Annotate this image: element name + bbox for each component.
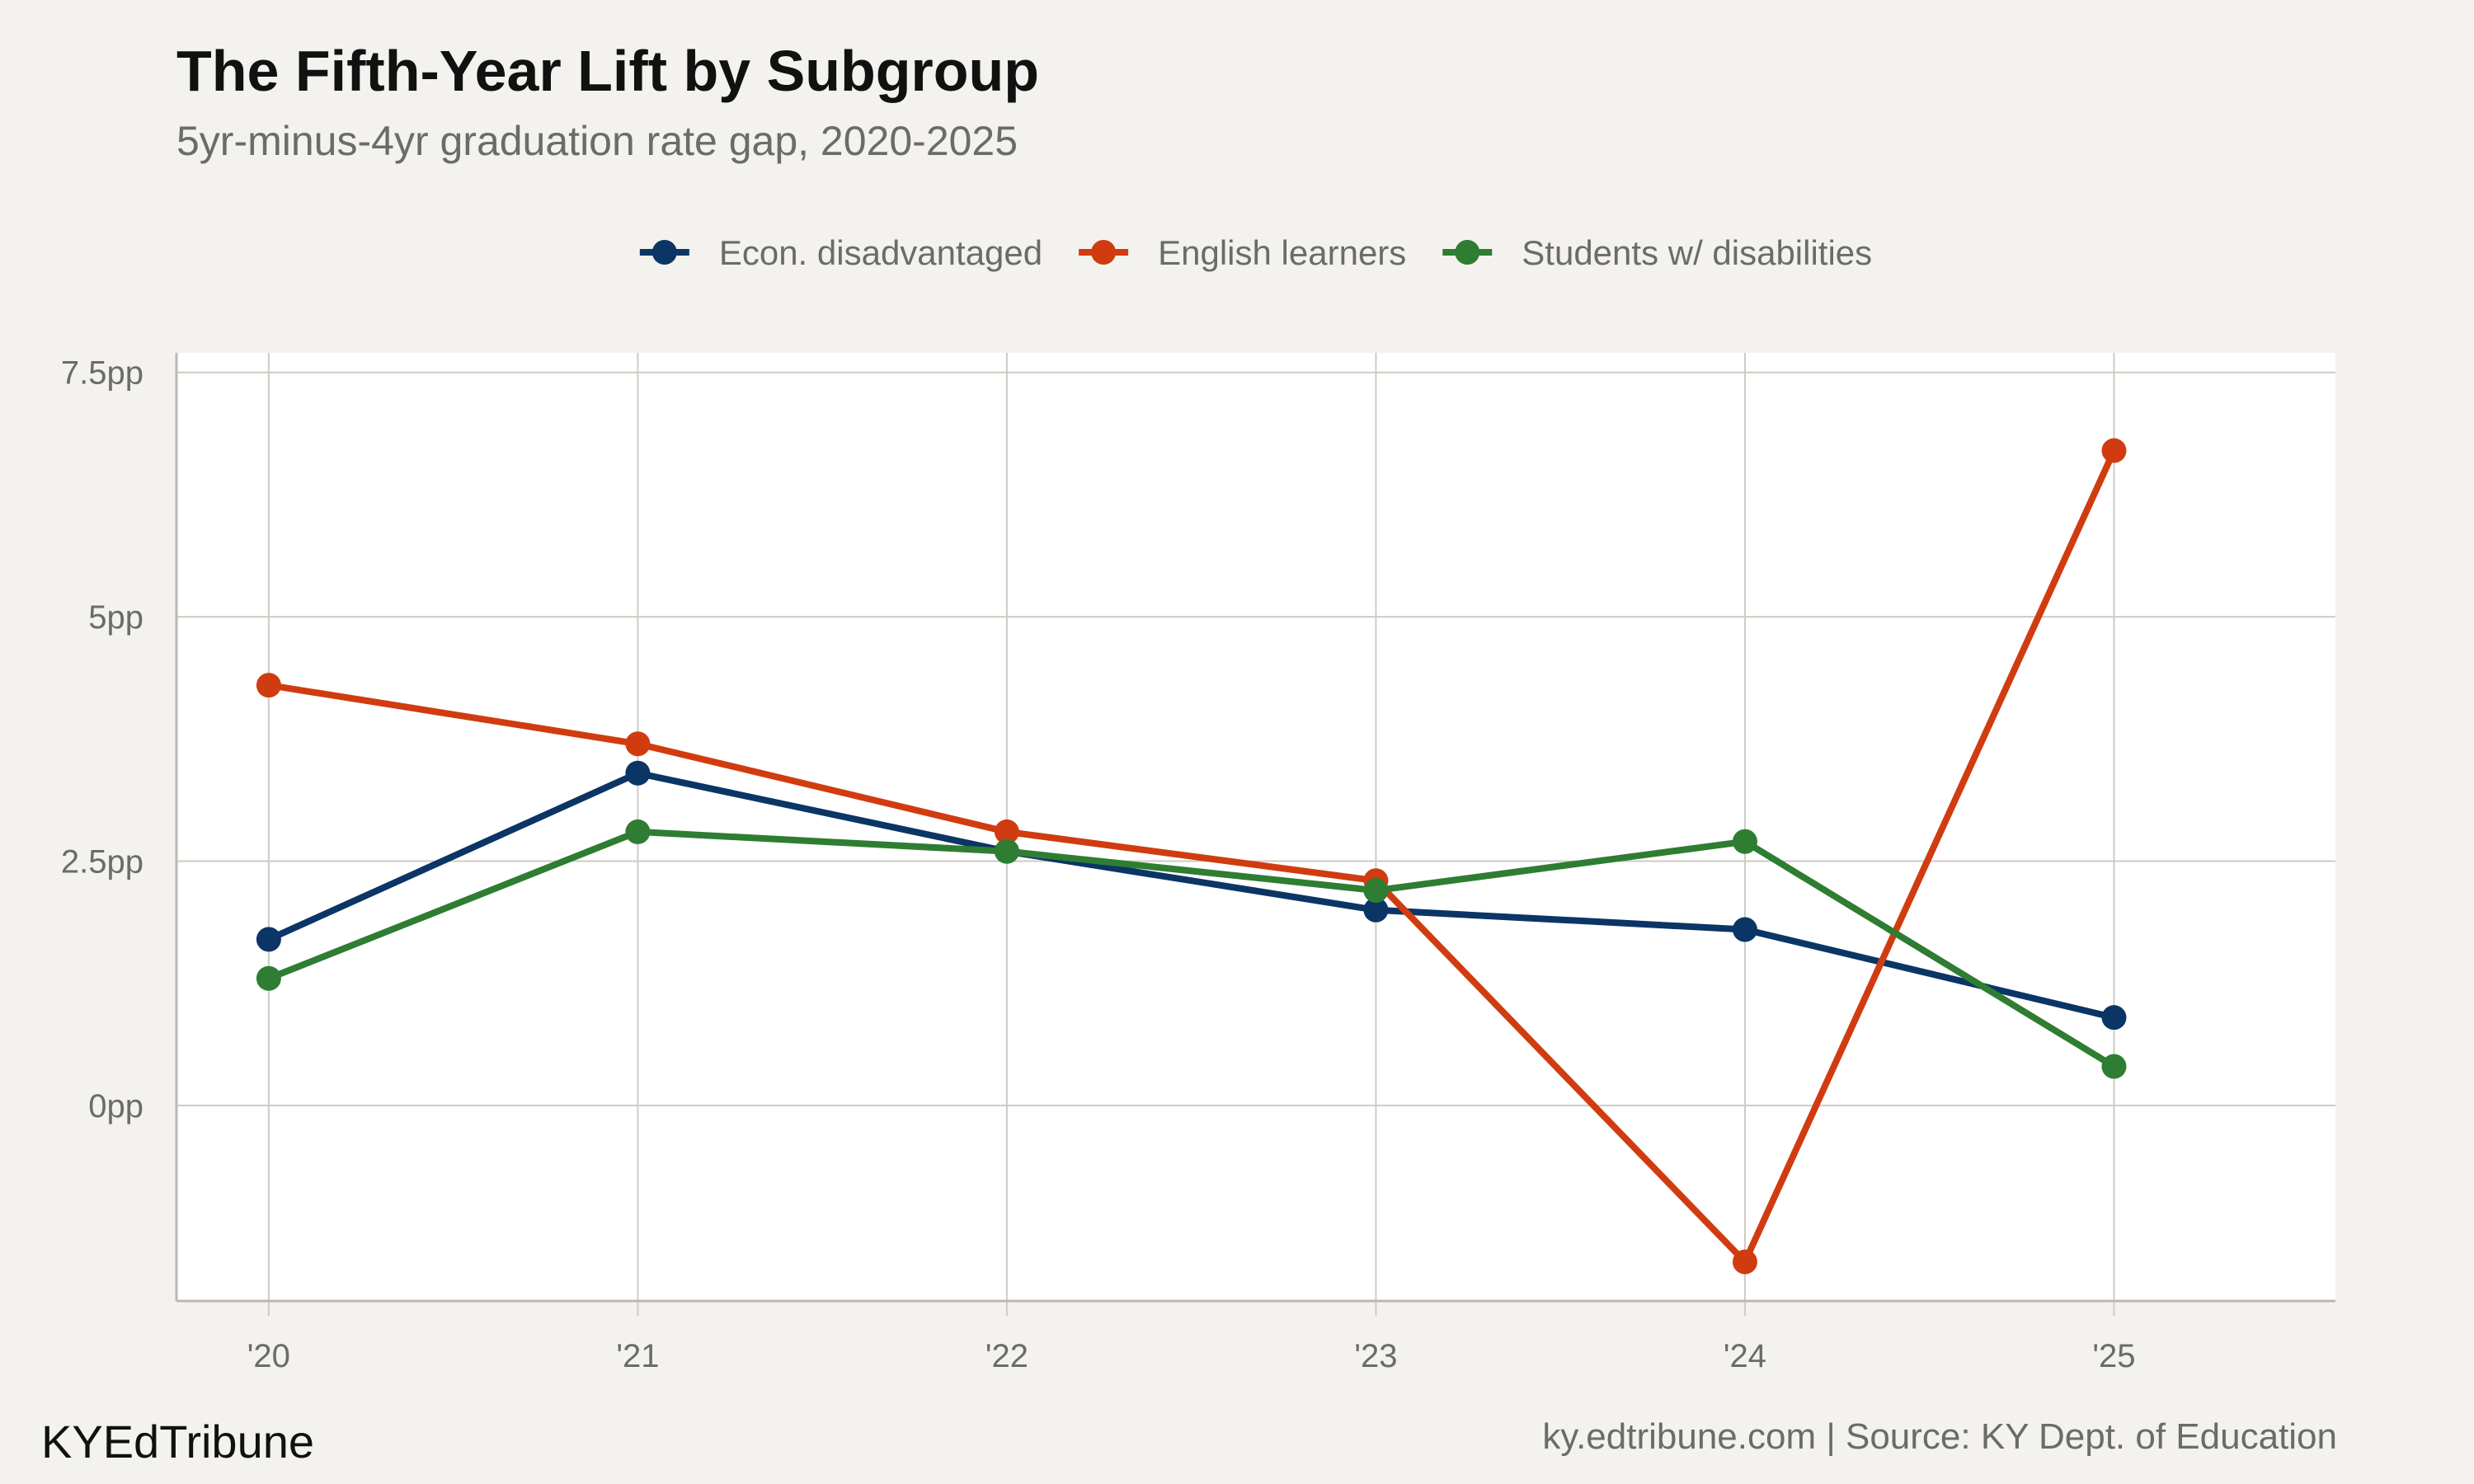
series-layer [256,438,2127,1275]
data-point [1732,917,1757,942]
y-tick-label: 7.5pp [61,355,143,392]
data-point [2101,438,2127,463]
y-axis-tick-labels: 0pp 2.5pp 5pp 7.5pp [61,355,143,1125]
data-point [2101,1005,2127,1031]
series-english-learners [256,438,2127,1275]
x-axis-tick-labels: '20 '21 '22 '23 '24 '25 [247,1338,2136,1374]
data-point [994,838,1019,864]
footer-brand: KYEdTribune [41,1416,314,1468]
chart-title: The Fifth-Year Lift by Subgroup [176,39,1040,103]
y-tick-label: 2.5pp [61,843,143,880]
series-line [265,828,2118,1070]
x-tick-label: '23 [1354,1338,1397,1374]
footer-source: ky.edtribune.com | Source: KY Dept. of E… [1542,1416,2337,1457]
data-point [625,819,651,844]
axes [175,353,2335,1303]
data-point [2101,1054,2127,1079]
legend-key-marker [1455,240,1480,265]
legend-label: English learners [1158,233,1406,272]
chart-subtitle: 5yr-minus-4yr graduation rate gap, 2020-… [176,118,1018,164]
plot-area [176,353,2335,1301]
data-point [1732,829,1757,854]
data-point [1732,1249,1757,1275]
chart-legend: Econ. disadvantaged English learners Stude… [639,233,1872,272]
series-line [265,447,2118,1266]
y-tick-label: 0pp [88,1088,143,1125]
data-point [1363,897,1389,923]
data-point [994,819,1019,844]
legend-item: English learners [1079,233,1406,272]
data-point [256,965,281,991]
data-point [1363,878,1389,904]
legend-label: Students w/ disabilities [1522,233,1872,272]
series-line [265,769,2118,1021]
x-tick-label: '25 [2092,1338,2135,1374]
legend-key-marker [651,240,677,265]
y-tick-label: 5pp [88,599,143,636]
legend-label: Econ. disadvantaged [719,233,1042,272]
data-point [256,673,281,698]
data-point [256,927,281,952]
legend-item: Students w/ disabilities [1442,233,1872,272]
series-students-w-disabilities [256,819,2127,1079]
x-tick-label: '24 [1724,1338,1766,1374]
legend-key-marker [1091,240,1117,265]
x-tick-label: '20 [247,1338,290,1374]
x-tick-label: '21 [616,1338,659,1374]
data-point [625,731,651,757]
data-point [625,760,651,786]
legend-item: Econ. disadvantaged [639,233,1042,272]
x-tick-label: '22 [985,1338,1028,1374]
